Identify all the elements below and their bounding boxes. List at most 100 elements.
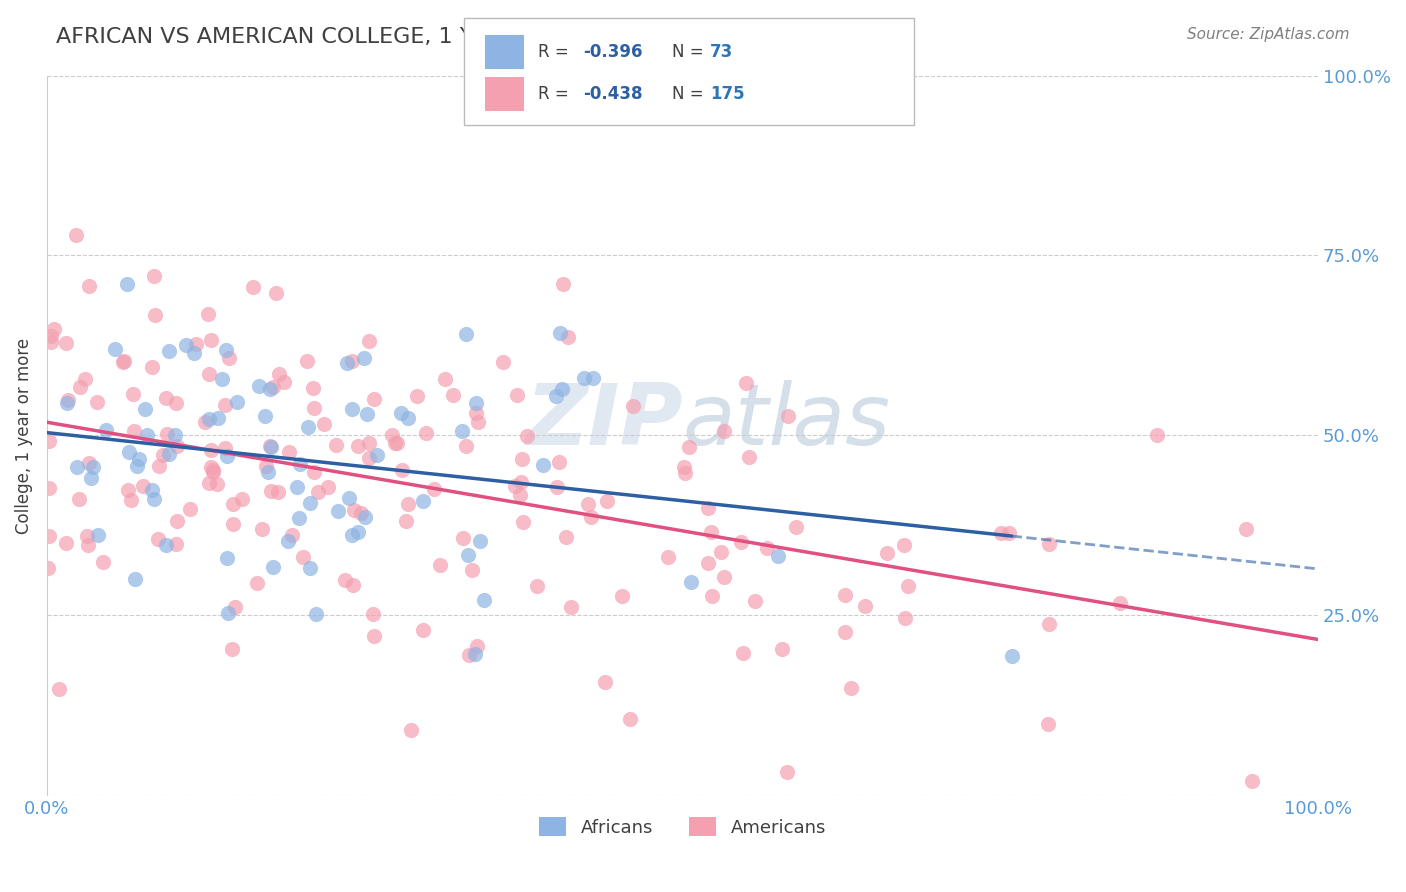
Americans	[467, 415, 489, 429]
Americans	[38, 529, 60, 543]
Americans	[179, 501, 201, 516]
Americans	[778, 409, 800, 423]
Text: atlas: atlas	[682, 380, 890, 463]
Americans	[756, 541, 779, 556]
Africans	[340, 528, 363, 542]
Americans	[201, 463, 224, 477]
Americans	[593, 675, 616, 690]
Africans	[574, 371, 596, 385]
Americans	[200, 333, 222, 347]
Americans	[254, 458, 277, 473]
Africans	[259, 382, 281, 396]
Americans	[77, 278, 100, 293]
Africans	[299, 496, 322, 510]
Africans	[82, 460, 104, 475]
Americans	[38, 434, 60, 448]
Americans	[834, 588, 856, 602]
Americans	[510, 452, 533, 467]
Americans	[702, 590, 724, 604]
Americans	[77, 456, 100, 470]
Americans	[41, 334, 63, 349]
Text: 73: 73	[710, 43, 734, 61]
Americans	[678, 440, 700, 454]
Americans	[399, 723, 422, 738]
Africans	[340, 402, 363, 417]
Americans	[302, 381, 325, 395]
Americans	[503, 478, 526, 492]
Americans	[1038, 616, 1060, 631]
Africans	[470, 534, 492, 549]
Americans	[770, 641, 793, 656]
Americans	[86, 395, 108, 409]
Americans	[131, 479, 153, 493]
Americans	[710, 545, 733, 559]
Africans	[87, 528, 110, 542]
Africans	[544, 389, 567, 403]
Americans	[359, 334, 381, 349]
Americans	[1036, 716, 1059, 731]
Text: 175: 175	[710, 85, 745, 103]
Americans	[405, 389, 427, 403]
Americans	[278, 444, 301, 458]
Africans	[247, 378, 270, 392]
Americans	[316, 480, 339, 494]
Americans	[69, 379, 91, 393]
Text: -0.396: -0.396	[583, 43, 643, 61]
Americans	[1146, 427, 1168, 442]
Africans	[768, 549, 790, 564]
Africans	[141, 483, 163, 497]
Americans	[197, 307, 219, 321]
Africans	[134, 402, 156, 417]
Americans	[165, 537, 187, 551]
Americans	[343, 502, 366, 516]
Text: N =: N =	[672, 85, 709, 103]
Americans	[700, 524, 723, 539]
Americans	[333, 573, 356, 587]
Africans	[80, 471, 103, 485]
Africans	[253, 409, 276, 423]
Africans	[285, 481, 308, 495]
Americans	[156, 426, 179, 441]
Americans	[595, 493, 617, 508]
Americans	[1240, 774, 1263, 789]
Americans	[142, 269, 165, 284]
Africans	[96, 424, 118, 438]
Text: R =: R =	[538, 85, 575, 103]
Americans	[112, 355, 135, 369]
Africans	[128, 452, 150, 467]
Americans	[166, 514, 188, 528]
Americans	[262, 380, 284, 394]
Americans	[38, 481, 60, 495]
Americans	[744, 593, 766, 607]
Americans	[155, 391, 177, 405]
Americans	[510, 475, 533, 489]
Africans	[257, 465, 280, 479]
Americans	[198, 368, 221, 382]
Africans	[681, 574, 703, 589]
Americans	[621, 399, 644, 413]
Americans	[117, 483, 139, 497]
Americans	[456, 439, 478, 453]
Americans	[673, 466, 696, 480]
Africans	[277, 533, 299, 548]
Americans	[166, 439, 188, 453]
Americans	[325, 438, 347, 452]
Americans	[347, 439, 370, 453]
Americans	[122, 424, 145, 438]
Americans	[350, 506, 373, 520]
Americans	[304, 401, 326, 416]
Americans	[280, 528, 302, 542]
Americans	[464, 406, 486, 420]
Americans	[451, 531, 474, 545]
Americans	[273, 375, 295, 389]
Americans	[548, 455, 571, 469]
Americans	[143, 308, 166, 322]
Americans	[42, 322, 65, 336]
Americans	[458, 648, 481, 662]
Americans	[295, 354, 318, 368]
Africans	[582, 370, 605, 384]
Americans	[776, 764, 799, 779]
Africans	[457, 548, 479, 562]
Americans	[361, 607, 384, 622]
Americans	[148, 458, 170, 473]
